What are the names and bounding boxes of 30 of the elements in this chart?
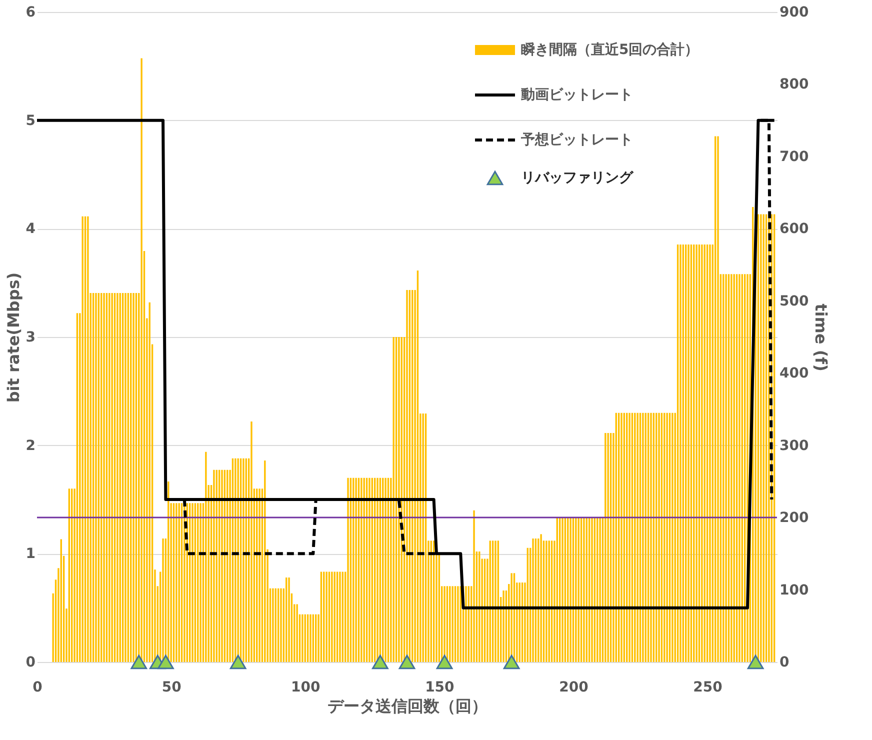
x-tick-label: 200 [559,680,589,696]
y2-tick-label: 0 [780,654,790,670]
legend-label: 予想ビットレート [520,132,633,148]
y-tick-label: 6 [26,4,36,20]
y2-tick-label: 400 [780,366,809,382]
y2-axis-title: time (f) [812,304,831,372]
y-tick-label: 4 [26,221,36,238]
y-tick-label: 1 [26,546,36,562]
y2-tick-label: 900 [780,4,809,20]
x-tick-label: 100 [291,680,320,696]
legend-label: 動画ビットレート [520,87,633,103]
y-axis-title: bit rate(Mbps) [4,272,23,403]
y2-tick-label: 100 [780,582,809,598]
x-tick-label: 50 [162,680,182,696]
y2-tick-label: 700 [780,148,809,165]
y-tick-label: 2 [26,438,36,454]
y-tick-label: 5 [26,112,36,129]
line-series [36,118,776,610]
x-tick-label: 250 [693,680,723,696]
y-tick-label: 3 [26,330,36,346]
legend-label: リバッファリング [521,170,634,186]
x-tick-label: 150 [425,680,455,696]
y2-tick-label: 200 [780,510,809,526]
y2-tick-label: 600 [780,221,809,238]
y2-tick-label: 800 [780,76,809,93]
x-axis-title: データ送信回数（回） [328,696,488,716]
y2-tick-label: 300 [780,438,809,454]
y2-tick-label: 500 [780,293,809,310]
y-tick-label: 0 [26,654,36,670]
legend-label: 瞬き間隔（直近5回の合計） [521,41,699,58]
